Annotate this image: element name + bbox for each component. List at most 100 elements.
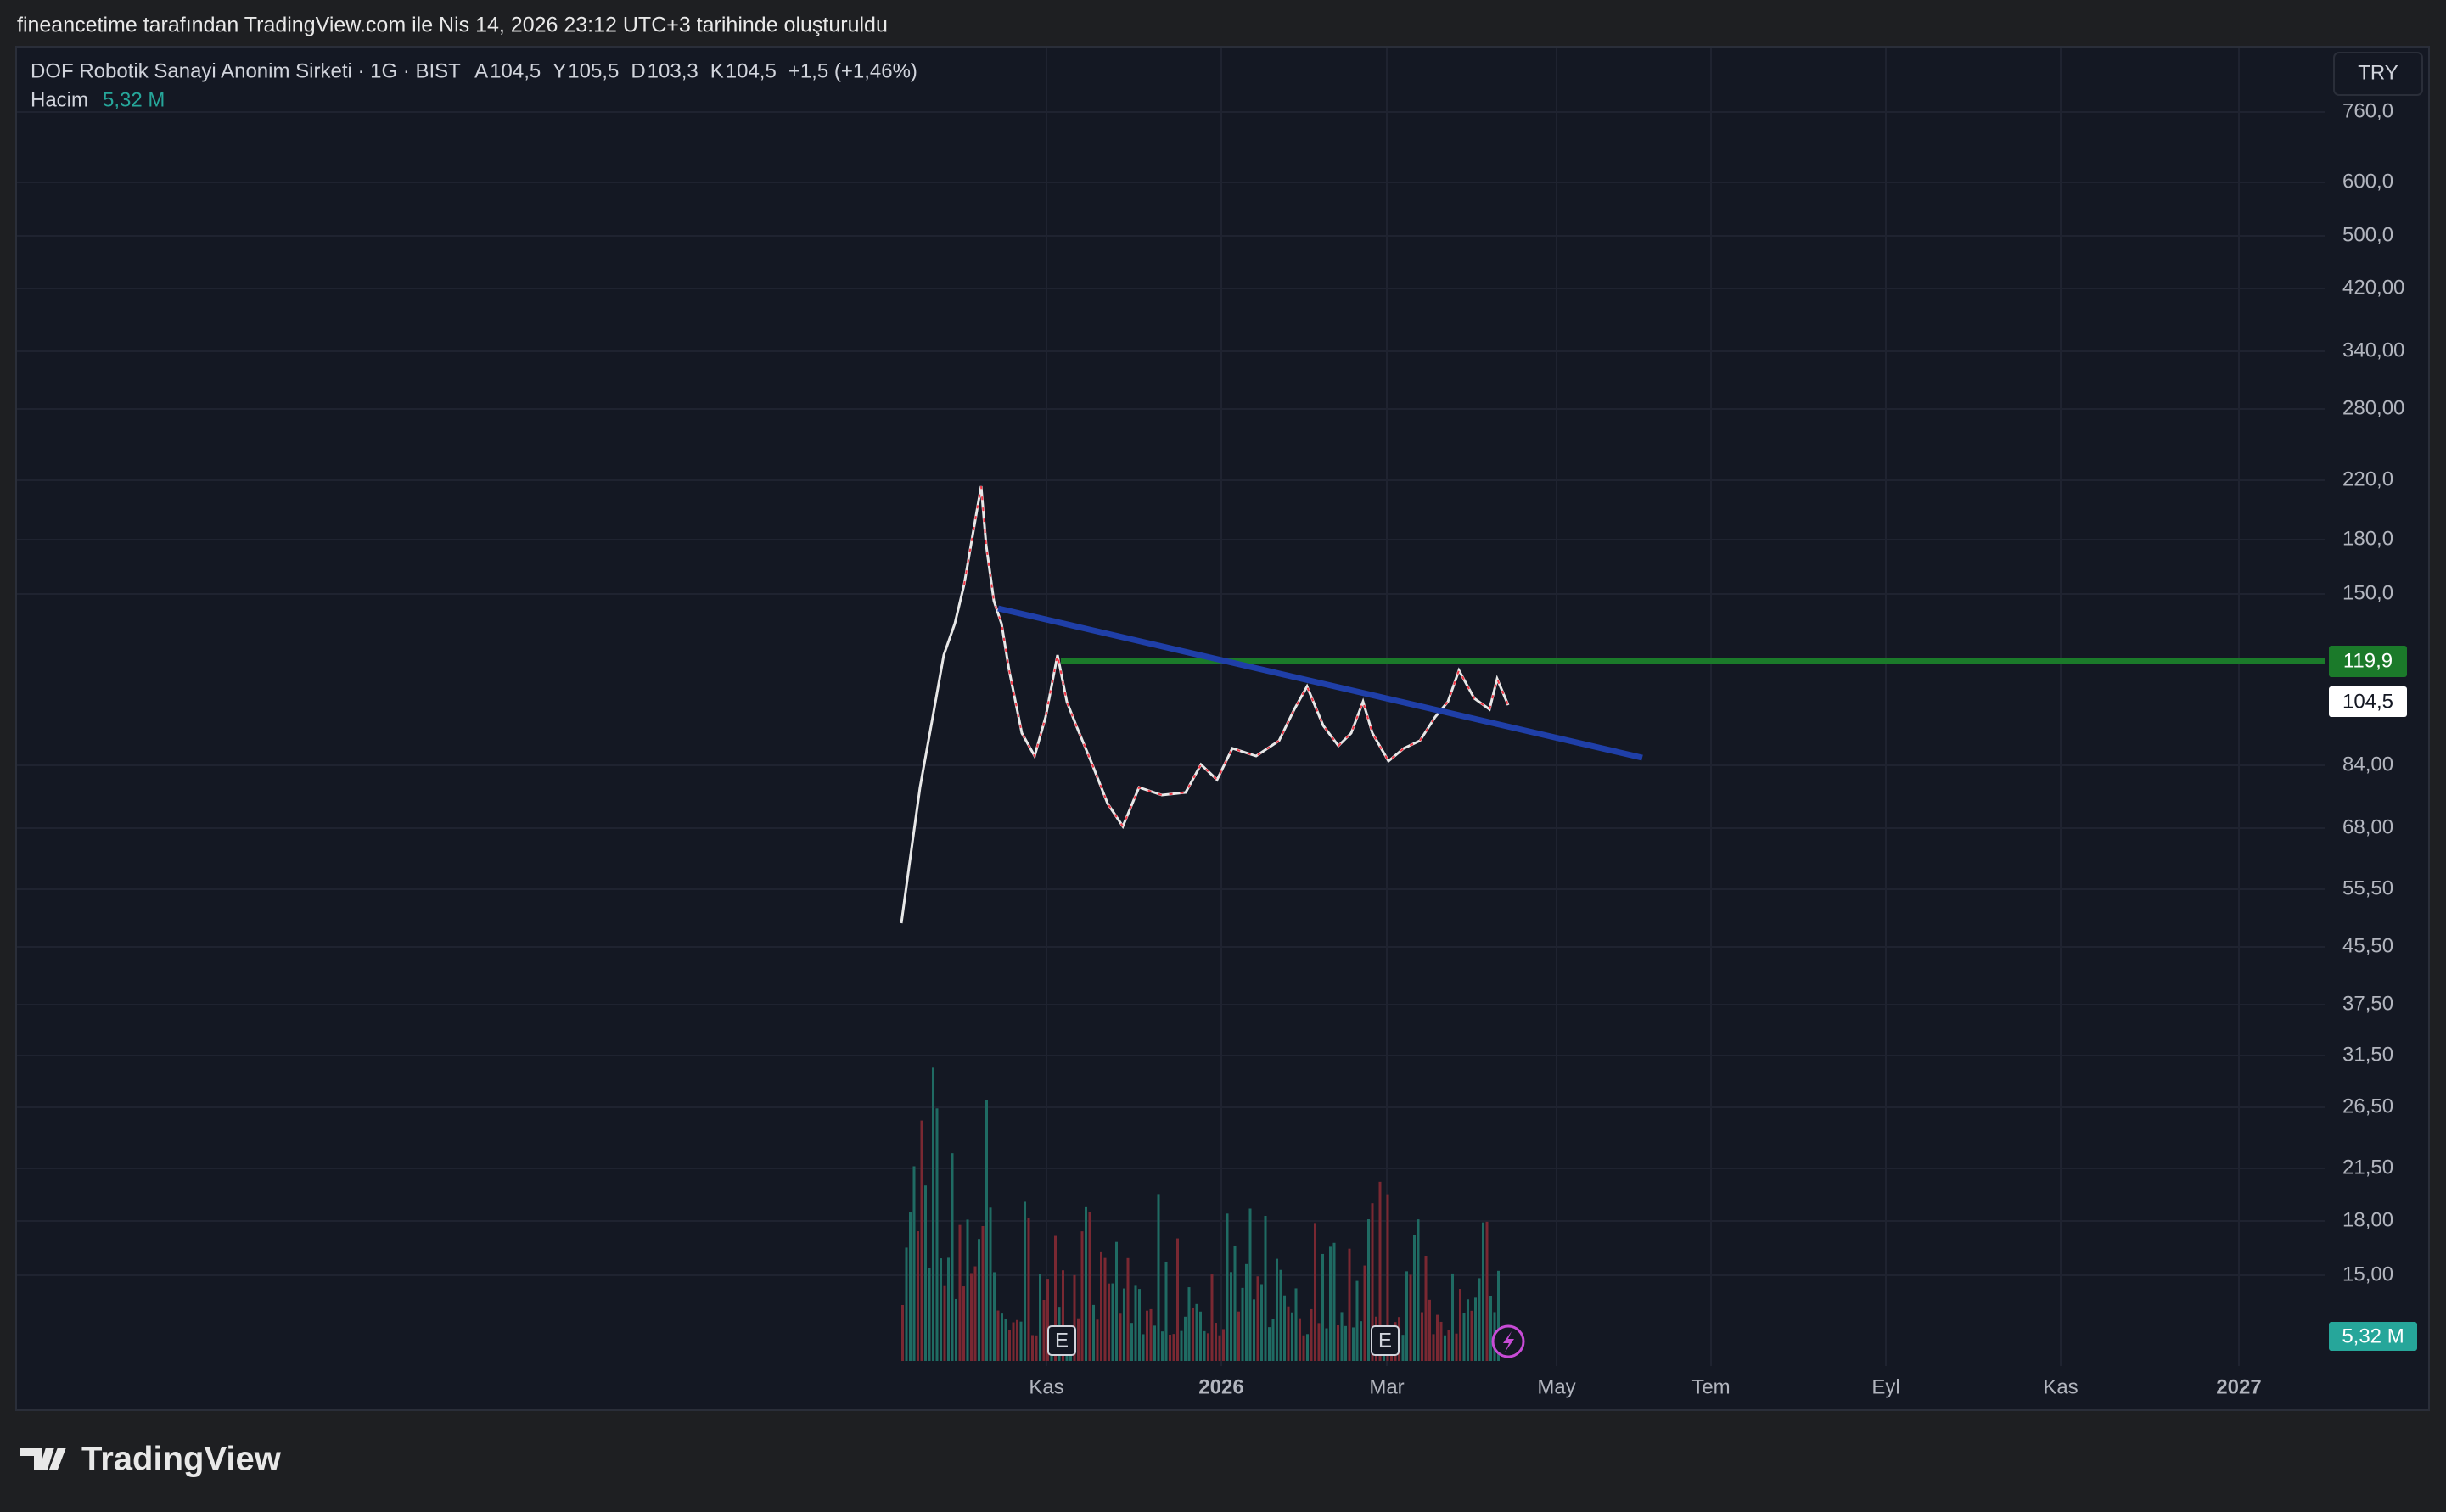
- volume-bar: [1130, 1323, 1133, 1361]
- currency-button[interactable]: [2333, 52, 2423, 96]
- price-label: 280,00: [2342, 396, 2404, 419]
- volume-bar: [1042, 1300, 1046, 1361]
- price-label: 420,00: [2342, 276, 2404, 299]
- price-label: 26,50: [2342, 1095, 2393, 1117]
- volume-bar: [1439, 1321, 1443, 1361]
- volume-bar: [1329, 1246, 1332, 1361]
- volume-bar: [1462, 1313, 1466, 1361]
- price-label: 84,00: [2342, 753, 2393, 776]
- volume-bar: [1337, 1325, 1339, 1361]
- volume-bar: [1111, 1283, 1114, 1361]
- time-axis: Kas 2026 Mar May Tem Eyl Kas 2027: [1029, 1375, 2261, 1398]
- volume-bar: [1271, 1319, 1275, 1361]
- price-label: 760,0: [2342, 99, 2393, 122]
- volume-bar: [1207, 1333, 1209, 1361]
- volume-bar: [1302, 1335, 1305, 1361]
- volume-bar: [1478, 1278, 1481, 1361]
- volume-bar: [1123, 1288, 1125, 1361]
- volume-bar: [1126, 1257, 1130, 1361]
- volume-bar: [1085, 1206, 1087, 1361]
- volume-bar: [1287, 1306, 1290, 1361]
- volume-bar: [1096, 1319, 1099, 1361]
- volume-bar: [1004, 1319, 1007, 1361]
- price-label: 340,00: [2342, 339, 2404, 361]
- event-marker[interactable]: [1371, 1325, 1400, 1356]
- volume-bar: [1092, 1304, 1095, 1361]
- volume-bar: [1401, 1335, 1405, 1361]
- volume-bar: [1253, 1299, 1255, 1361]
- volume-bar: [1035, 1335, 1038, 1361]
- volume-bar: [1348, 1248, 1351, 1361]
- volume-bar: [928, 1268, 931, 1361]
- volume-bar: [1149, 1308, 1153, 1361]
- volume-bar: [985, 1100, 988, 1361]
- volume-bar: [978, 1239, 980, 1361]
- volume-bar: [1489, 1296, 1492, 1361]
- last-price-box: [2329, 686, 2407, 717]
- volume-bar: [1226, 1213, 1229, 1361]
- volume-bar: [1184, 1316, 1187, 1361]
- volume-bar: [1119, 1313, 1122, 1361]
- lightning-icon: [1503, 1331, 1514, 1352]
- volume-bar: [1241, 1287, 1244, 1361]
- volume-bar: [1230, 1272, 1232, 1361]
- volume-bar: [1360, 1321, 1362, 1361]
- volume-bar: [970, 1273, 973, 1361]
- volume-bar: [1299, 1318, 1301, 1361]
- volume-bar: [1073, 1274, 1076, 1361]
- volume-bar: [1321, 1253, 1324, 1361]
- volume-bar: [1027, 1218, 1030, 1361]
- volume-bar: [1355, 1280, 1359, 1361]
- volume-bar: [1340, 1312, 1344, 1361]
- volume-bar: [989, 1207, 992, 1361]
- volume-bar: [1467, 1299, 1469, 1361]
- volume-bar: [1325, 1328, 1328, 1361]
- volume-bar: [1283, 1295, 1286, 1361]
- volume-bar: [917, 1231, 919, 1361]
- volume-bar: [1363, 1265, 1366, 1361]
- event-label[interactable]: E: [1378, 1329, 1392, 1352]
- time-label: May: [1537, 1375, 1575, 1398]
- volume-bar: [1233, 1245, 1237, 1361]
- volume-bar: [1378, 1181, 1382, 1361]
- event-label[interactable]: E: [1055, 1329, 1069, 1352]
- resistance-price-box: [2329, 646, 2407, 677]
- price-label: 15,00: [2342, 1263, 2393, 1285]
- volume-bar: [955, 1298, 957, 1361]
- volume-bar: [1203, 1330, 1206, 1361]
- brand-logo: [20, 1448, 66, 1470]
- volume-bar: [1352, 1327, 1355, 1361]
- volume-bar: [1153, 1325, 1156, 1361]
- volume-price: 5,32 M: [2342, 1324, 2404, 1347]
- trend-line: [997, 605, 1643, 761]
- volume-bar: [1436, 1314, 1439, 1361]
- volume-bar: [1222, 1329, 1225, 1361]
- volume-bar: [1276, 1258, 1278, 1361]
- time-label: Kas: [2043, 1375, 2078, 1398]
- volume-bar: [1451, 1273, 1454, 1361]
- volume-bar: [1310, 1308, 1313, 1361]
- volume-bar: [932, 1067, 934, 1361]
- volume-bar: [1008, 1330, 1011, 1361]
- volume-bar: [1210, 1274, 1214, 1361]
- ohlc-value: 104,5: [490, 59, 541, 82]
- volume-bar: [947, 1257, 950, 1361]
- volume-bar: [1444, 1335, 1446, 1361]
- volume-bar: [1421, 1312, 1423, 1361]
- volume-bar: [1405, 1271, 1408, 1361]
- volume-bar: [1482, 1222, 1484, 1361]
- volume-bar: [1115, 1241, 1118, 1361]
- volume-value: 5,32 M: [103, 88, 165, 111]
- volume-bar: [1218, 1335, 1221, 1361]
- time-label: 2026: [1198, 1375, 1243, 1398]
- event-marker[interactable]: [1047, 1325, 1076, 1356]
- price-axis: 760,0 600,0 500,0 420,00 340,00 280,00 220,0 18…: [2342, 99, 2404, 1285]
- volume-bars: [901, 1067, 1500, 1361]
- volume-bar: [1260, 1284, 1263, 1361]
- volume-bar: [1294, 1288, 1298, 1361]
- ohlc-key: Y: [553, 59, 566, 82]
- volume-bar: [1046, 1279, 1049, 1361]
- volume-bar: [901, 1304, 904, 1361]
- volume-bar: [981, 1225, 985, 1361]
- currency-label[interactable]: TRY: [2358, 61, 2398, 84]
